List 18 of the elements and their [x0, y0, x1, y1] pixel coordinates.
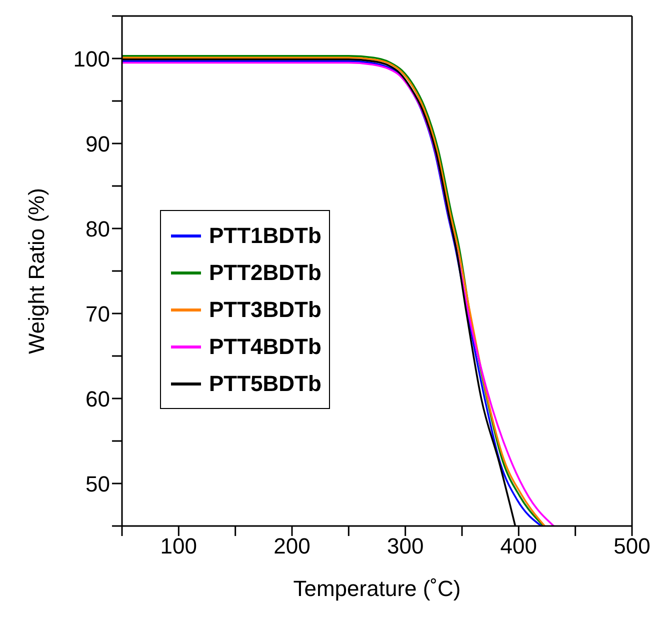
y-tick-label: 50 — [86, 471, 110, 496]
x-tick-label: 400 — [500, 534, 538, 559]
x-tick-label: 300 — [386, 534, 424, 559]
legend-label: PTT1BDTb — [209, 222, 322, 248]
legend-label: PTT5BDTb — [209, 370, 322, 396]
y-axis-title: Weight Ratio (%) — [24, 188, 49, 354]
legend-label: PTT4BDTb — [209, 334, 322, 360]
y-tick-label: 70 — [86, 301, 110, 326]
x-tick-label: 500 — [614, 534, 650, 559]
x-axis-title: Temperature (˚C) — [293, 576, 461, 601]
legend-label: PTT3BDTb — [209, 296, 322, 322]
y-tick-label: 90 — [86, 131, 110, 156]
legend-label: PTT2BDTb — [209, 260, 322, 286]
y-tick-label: 80 — [86, 216, 110, 242]
y-tick-label: 60 — [86, 386, 110, 412]
y-tick-label: 100 — [73, 46, 110, 72]
x-tick-label: 100 — [160, 534, 198, 559]
x-tick-label: 200 — [274, 534, 310, 559]
